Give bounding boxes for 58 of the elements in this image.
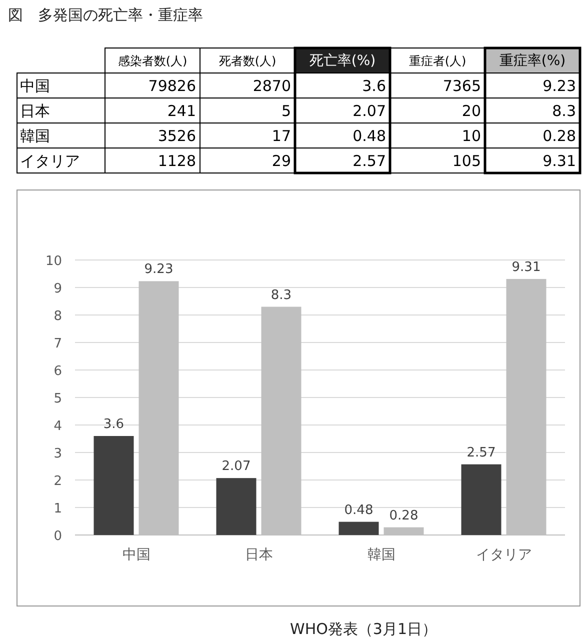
category-label: 日本: [20, 102, 50, 120]
y-tick-label: 9: [54, 282, 62, 296]
text: WHO発表（3月1日）: [290, 620, 438, 638]
text: 3526: [158, 127, 196, 145]
text: 105: [452, 152, 481, 170]
text: 2.07: [352, 102, 386, 120]
x-tick-label: 日本: [244, 547, 273, 563]
data-label: 9.23: [144, 262, 174, 278]
text: 図 多発国の死亡率・重症率: [8, 6, 203, 24]
text: 10: [462, 127, 481, 145]
data-label: 0.48: [344, 502, 374, 518]
y-tick-label: 6: [54, 364, 62, 379]
category-label: 重症者(人): [408, 54, 466, 68]
category-label: 感染者数(人): [118, 54, 188, 68]
y-tick-label: 1: [54, 502, 62, 516]
y-tick-label: 4: [54, 419, 62, 434]
bar: [338, 522, 379, 535]
y-tick-label: 0: [54, 529, 62, 544]
category-label: 重症率(%): [499, 53, 566, 69]
y-tick-label: 3: [54, 446, 62, 462]
text: 29: [272, 152, 291, 170]
data-label: 8.3: [270, 288, 292, 303]
bar: [461, 464, 502, 535]
x-tick-label: 中国: [122, 547, 150, 563]
text: 2870: [252, 77, 291, 95]
bar: [216, 478, 256, 535]
text: 0.28: [542, 127, 576, 145]
x-tick-label: イタリア: [476, 547, 532, 563]
data-label: 2.07: [222, 459, 251, 474]
text: 0.48: [352, 127, 386, 145]
y-tick-label: 7: [54, 336, 62, 352]
category-label: 死亡率(%): [309, 53, 376, 69]
text: 5: [281, 102, 291, 120]
x-tick-label: 韓国: [367, 547, 396, 563]
text: 7365: [442, 77, 481, 95]
data-label: 2.57: [466, 445, 496, 460]
text: 79826: [148, 77, 196, 95]
text: 17: [272, 127, 291, 145]
text: 241: [167, 102, 196, 120]
text: 1128: [158, 152, 196, 170]
text: 9.31: [542, 152, 576, 170]
text: 20: [462, 102, 481, 120]
data-label: 0.28: [389, 508, 418, 524]
category-label: 中国: [20, 77, 50, 95]
text: 3.6: [362, 77, 386, 95]
category-label: 韓国: [20, 127, 50, 145]
category-label: イタリア: [20, 152, 80, 170]
y-tick-label: 10: [45, 254, 62, 269]
category-label: 死者数(人): [218, 54, 276, 68]
text: 9.23: [542, 77, 576, 95]
data-label: 3.6: [103, 417, 124, 432]
y-tick-label: 8: [54, 309, 62, 324]
y-tick-label: 5: [54, 392, 62, 406]
text: 2.57: [352, 152, 386, 170]
y-tick-label: 2: [54, 474, 62, 489]
bar: [94, 436, 134, 535]
data-label: 9.31: [512, 260, 541, 275]
text: 8.3: [552, 102, 576, 120]
